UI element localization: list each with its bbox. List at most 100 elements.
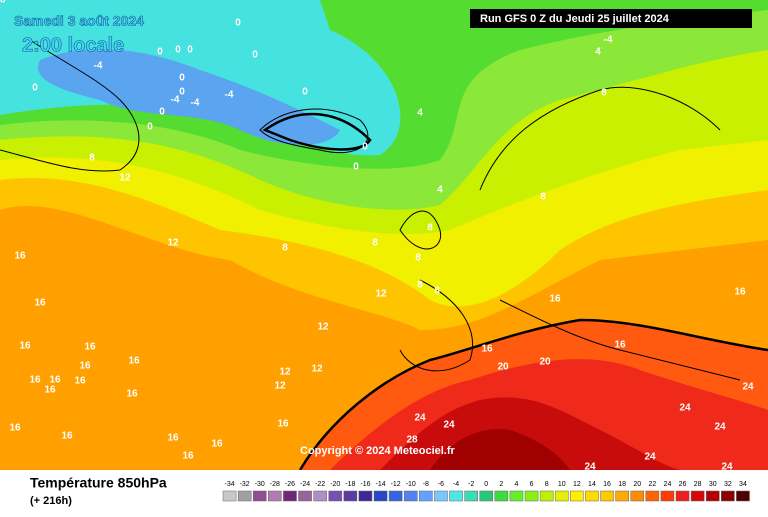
scale-label: -10 [406, 481, 416, 488]
contour-label: 0 [179, 87, 185, 98]
scale-label: 18 [618, 481, 626, 488]
scale-swatch [358, 490, 373, 502]
scale-label: 14 [588, 481, 596, 488]
scale-label: -12 [391, 481, 401, 488]
scale-label: 30 [709, 481, 717, 488]
scale-swatch [705, 490, 720, 502]
scale-label: -24 [300, 481, 310, 488]
contour-label: 0 [147, 122, 153, 133]
scale-swatch [237, 490, 252, 502]
contour-label: 0 [157, 47, 163, 58]
scale-label: 0 [484, 481, 488, 488]
contour-label: 16 [34, 298, 46, 309]
contour-label: -4 [171, 95, 180, 106]
contour-label: 16 [29, 375, 41, 386]
scale-swatch [570, 490, 584, 502]
scale-label: 16 [603, 481, 611, 488]
scale-swatch [403, 490, 418, 502]
contour-label: 4 [437, 185, 443, 196]
scale-swatch [630, 490, 645, 502]
scale-swatch [721, 490, 735, 502]
scale-label: -34 [224, 481, 234, 488]
scale-swatch [736, 490, 750, 502]
scale-swatch [690, 490, 705, 502]
contour-label: 4 [417, 108, 423, 119]
contour-label: 16 [9, 423, 21, 434]
scale-swatch [585, 490, 599, 502]
contour-label: 16 [128, 356, 140, 367]
scale-label: 4 [514, 481, 518, 488]
scale-label: -6 [438, 481, 444, 488]
contour-label: 8 [434, 286, 440, 297]
scale-label: 2 [499, 481, 503, 488]
contour-label: 12 [274, 381, 286, 392]
contour-label: 0 [187, 45, 193, 56]
contour-label: 16 [61, 431, 73, 442]
scale-swatch [313, 490, 327, 502]
contour-label: 8 [417, 280, 423, 291]
contour-label: 24 [644, 452, 656, 463]
contour-label: 24 [721, 462, 733, 473]
scale-label: 12 [573, 481, 581, 488]
scale-label: -20 [330, 481, 340, 488]
contour-label: 12 [311, 364, 323, 375]
coastlines [0, 39, 741, 381]
contour-label: 16 [74, 376, 86, 387]
scale-label: -18 [345, 481, 355, 488]
contour-label: 16 [79, 361, 91, 372]
scale-swatch [494, 490, 509, 502]
scale-swatch [509, 490, 524, 502]
contour-label: 24 [584, 462, 596, 473]
contour-label: 8 [427, 223, 433, 234]
scale-label: -8 [423, 481, 429, 488]
scale-label: 34 [739, 481, 747, 488]
scale-swatch [222, 490, 237, 502]
temperature-field [0, 0, 768, 470]
contour-label: 12 [279, 367, 291, 378]
scale-swatch [388, 490, 403, 502]
contour-label: 16 [44, 385, 56, 396]
contour-label: 0 [179, 73, 185, 84]
scale-label: 10 [558, 481, 566, 488]
run-box [470, 9, 752, 28]
scale-label: -30 [255, 481, 265, 488]
contour-label: 16 [182, 451, 194, 462]
contour-label: 24 [679, 403, 691, 414]
scale-swatch [343, 490, 358, 502]
contour-label: 16 [14, 251, 26, 262]
contour-label: 16 [277, 419, 289, 430]
scale-label: 28 [694, 481, 702, 488]
scale-swatch [434, 490, 448, 502]
contour-label: 12 [317, 322, 329, 333]
scale-swatch [373, 490, 388, 502]
forecast-date: Samedi 3 août 2024 [14, 13, 144, 29]
contour-label: -4 [604, 35, 613, 46]
scale-swatch [600, 490, 614, 502]
scale-swatch [419, 490, 433, 502]
contour-label: -4 [191, 98, 200, 109]
scale-swatch [268, 490, 282, 502]
scale-label: -16 [360, 481, 370, 488]
scale-label: -14 [375, 481, 385, 488]
contour-label: 20 [539, 357, 551, 368]
scale-swatch [675, 490, 690, 502]
contour-label: 0 [252, 50, 258, 61]
scale-swatch [524, 490, 539, 502]
contour-label: 8 [89, 153, 95, 164]
scale-label: 6 [530, 481, 534, 488]
footer-lead: (+ 216h) [30, 495, 72, 507]
scale-swatch [328, 490, 343, 502]
isotherm-20 [298, 318, 768, 471]
contour-label: 16 [481, 344, 493, 355]
contour-label: 0 [302, 87, 308, 98]
contour-label: 0 [175, 45, 181, 56]
scale-label: -28 [270, 481, 280, 488]
contour-label: 0 [159, 107, 165, 118]
scale-label: -26 [285, 481, 295, 488]
contour-label: 0 [362, 142, 368, 153]
contour-label: 24 [714, 422, 726, 433]
scale-swatch [539, 490, 554, 502]
color-scale: -34 -32 -30 -28 -26 -24 -22 -20 -18 -16 -14 -12 -10-… [222, 481, 750, 502]
contour-label: 28 [406, 435, 418, 446]
contour-label: 16 [734, 287, 746, 298]
